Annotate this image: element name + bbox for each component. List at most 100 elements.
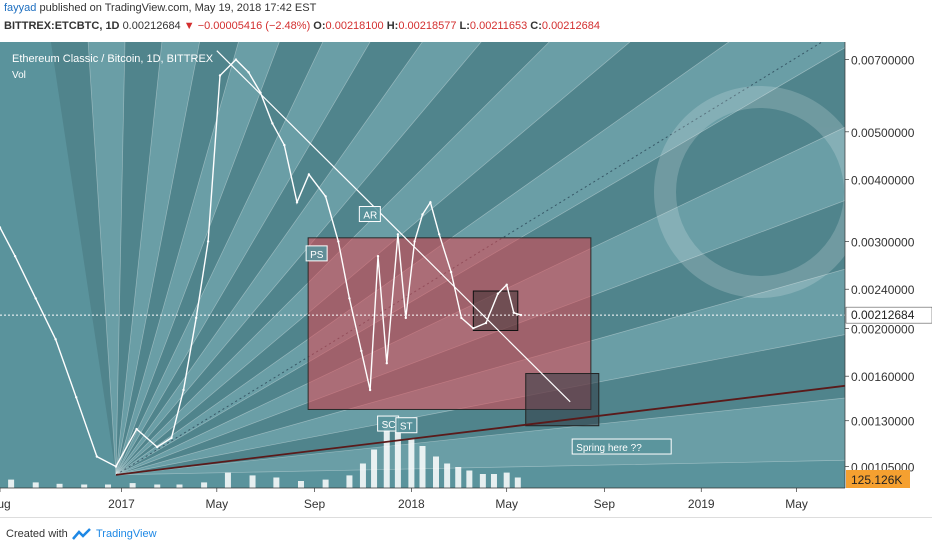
y-tick-label: 0.00300000 (851, 235, 915, 249)
recent-range-box (472, 290, 519, 331)
annotation-text: Spring here ?? (576, 443, 642, 454)
x-tick-label: 2017 (108, 497, 135, 511)
annotation-5: Spring here ?? (571, 438, 672, 455)
publish-line: fayyad published on TradingView.com, May… (4, 2, 316, 14)
price-point (54, 338, 57, 341)
price-point (34, 297, 37, 300)
publish-info: published on TradingView.com, May 19, 20… (39, 2, 317, 14)
annotation-box (571, 438, 672, 455)
price-point (135, 427, 138, 431)
volume-bar (322, 479, 329, 488)
volume-bar (514, 477, 521, 488)
trend-lines (115, 50, 845, 476)
fan-band (115, 269, 845, 475)
volume-bar (503, 472, 510, 488)
price-point (247, 71, 250, 74)
y-tick-label: 0.00130000 (851, 415, 915, 429)
annotation-labels: PS AR SC ST Spring here ?? (305, 206, 672, 455)
x-tick-label: 2019 (688, 497, 715, 511)
volume-bar (479, 474, 486, 488)
created-with-label: Created with (6, 528, 68, 540)
volume-bars (8, 421, 521, 488)
fan-band (115, 42, 200, 475)
x-tick-label: May (495, 497, 518, 511)
high-value: 0.00218577 (398, 20, 457, 32)
volume-tag: 125.126K (846, 470, 910, 488)
price-point (156, 445, 159, 449)
price-point (234, 58, 238, 61)
price-chart[interactable]: PS AR SC ST Spring here ?? 0.00700000 0.00500… (0, 42, 932, 517)
price-point (368, 388, 372, 392)
volume-bar (32, 482, 39, 488)
price-point (496, 292, 500, 295)
price-point (182, 388, 185, 392)
price-point (206, 240, 210, 243)
volume-bar (105, 484, 112, 488)
volume-bar (154, 484, 161, 488)
author-name[interactable]: fayyad (4, 2, 37, 14)
volume-bar (224, 472, 231, 488)
fan-band (88, 42, 125, 475)
price-point (195, 316, 198, 320)
price-change: ▼ −0.00005416 (−2.48%) (183, 20, 311, 32)
low-value: 0.00211653 (469, 20, 528, 32)
price-point (283, 143, 286, 147)
tradingview-link[interactable]: TradingView (96, 528, 157, 540)
x-tick-label: 2018 (398, 497, 425, 511)
time-axis-bg (0, 488, 845, 517)
fan-ray (115, 42, 200, 475)
price-point (512, 311, 515, 314)
current-price-value: 0.00212684 (851, 308, 915, 322)
annotation-text: AR (363, 211, 377, 222)
fan-ray (115, 42, 482, 476)
price-point (421, 213, 424, 216)
fan-ray (115, 42, 280, 475)
y-tick-label: 0.00700000 (851, 54, 915, 68)
tradingview-watermark (654, 86, 845, 298)
x-tick-label: Sep (304, 497, 326, 511)
price-point (360, 349, 363, 353)
price-point (348, 297, 351, 300)
descending-line (216, 50, 571, 403)
ohlc-line: BITTREX:ETCBTC, 1D 0.00212684 ▼ −0.00005… (4, 20, 600, 32)
fan-ray (87, 42, 117, 475)
volume-bar (56, 483, 63, 488)
fan-band (115, 42, 239, 475)
volume-bar (394, 432, 401, 488)
y-tick-label: 0.00400000 (851, 174, 915, 188)
volume-bar (433, 456, 440, 488)
price-point (413, 240, 416, 243)
annotation-box (395, 417, 418, 434)
annotation-box (305, 245, 328, 262)
annotation-text: SC (382, 420, 396, 431)
open-label: O: (313, 20, 326, 32)
volume-bar (297, 481, 304, 488)
fan-ray (115, 42, 324, 476)
price-line (0, 58, 522, 468)
fan-ray (115, 42, 239, 475)
price-axis[interactable]: 0.00700000 0.00500000 0.00400000 0.00300000… (844, 42, 932, 517)
volume-bar (81, 484, 88, 488)
price-point (75, 396, 78, 399)
x-tick-label: Sep (594, 497, 616, 511)
fan-ray (115, 334, 845, 476)
close-label: C: (530, 20, 542, 32)
last-price: 0.00212684 (122, 20, 181, 32)
symbol-label: BITTREX:ETCBTC, 1D (4, 20, 120, 32)
price-point (484, 321, 488, 325)
price-point (449, 270, 453, 274)
volume-bar (490, 474, 497, 488)
time-axis[interactable]: Aug 2017 May Sep 2018 May Sep 2019 May (0, 487, 845, 517)
volume-bar (359, 463, 366, 488)
volume-bar (466, 470, 473, 488)
x-tick-label: May (785, 497, 808, 511)
y-tick-label: 0.00160000 (851, 370, 915, 384)
annotation-text: ST (400, 422, 413, 433)
volume-bar (129, 483, 136, 488)
y-tick-label: 0.00240000 (851, 283, 915, 297)
annotation-1: PS (305, 245, 328, 262)
volume-bar (455, 467, 462, 488)
volume-bar (383, 421, 390, 488)
fan-ray (115, 42, 371, 476)
price-point (13, 255, 17, 258)
